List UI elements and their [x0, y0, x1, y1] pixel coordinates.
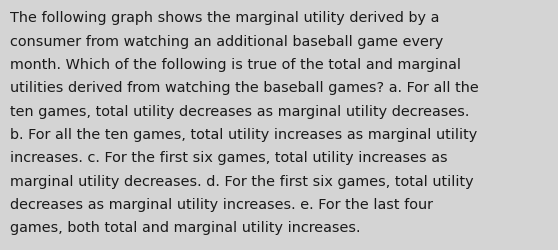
- Text: month. Which of the following is true of the total and marginal: month. Which of the following is true of…: [10, 58, 461, 72]
- Text: ten games, total utility decreases as marginal utility decreases.: ten games, total utility decreases as ma…: [10, 104, 469, 118]
- Text: decreases as marginal utility increases. e. ​For the last four: decreases as marginal utility increases.…: [10, 197, 433, 211]
- Text: consumer from watching an additional baseball game every: consumer from watching an additional bas…: [10, 34, 443, 48]
- Text: marginal utility decreases. d. ​For the first six games, total utility: marginal utility decreases. d. ​For the …: [10, 174, 474, 188]
- Text: increases. c. ​For the first six games, total utility increases as: increases. c. ​For the first six games, …: [10, 151, 448, 165]
- Text: games, both total and marginal utility increases.: games, both total and marginal utility i…: [10, 220, 360, 234]
- Text: b. ​For all the ten games, total utility increases as marginal utility: b. ​For all the ten games, total utility…: [10, 128, 477, 141]
- Text: utilities derived from watching the baseball games? a. ​For all the: utilities derived from watching the base…: [10, 81, 479, 95]
- Text: The following graph shows the marginal utility derived by a: The following graph shows the marginal u…: [10, 11, 439, 25]
